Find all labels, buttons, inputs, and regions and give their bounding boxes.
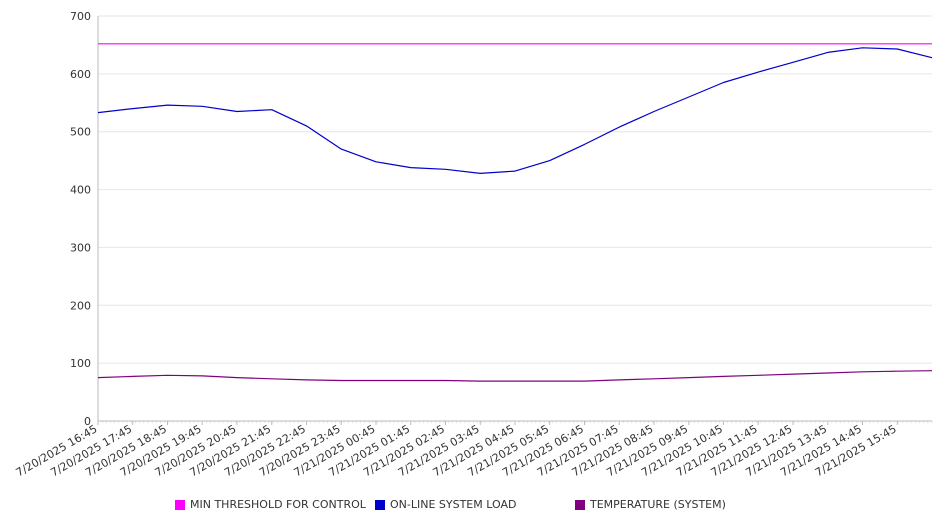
legend-item-min-threshold[interactable]: MIN THRESHOLD FOR CONTROL xyxy=(175,498,366,511)
legend-item-system-load[interactable]: ON-LINE SYSTEM LOAD xyxy=(375,498,516,511)
chart-legend: MIN THRESHOLD FOR CONTROL ON-LINE SYSTEM… xyxy=(0,498,946,516)
legend-swatch-system-load xyxy=(375,499,385,510)
grid-lines xyxy=(98,15,932,364)
line-chart: 0 100 200 300 400 500 600 700 7/20/2025 16:457/… xyxy=(14,10,933,479)
legend-swatch-temperature xyxy=(575,499,585,510)
legend-label-system-load: ON-LINE SYSTEM LOAD xyxy=(390,498,517,511)
y-tick-label-600: 600 xyxy=(70,68,91,81)
legend-swatch-min-threshold xyxy=(175,499,185,510)
y-tick-label-200: 200 xyxy=(70,299,91,312)
series-line-on-line-system-load xyxy=(97,47,933,174)
y-tick-label-100: 100 xyxy=(70,357,91,370)
y-tick-label-500: 500 xyxy=(70,126,91,139)
y-tick-label-300: 300 xyxy=(70,241,91,254)
legend-item-temperature[interactable]: TEMPERATURE (SYSTEM) xyxy=(575,498,726,511)
legend-label-min-threshold: MIN THRESHOLD FOR CONTROL xyxy=(190,498,366,511)
series-line-temperature-system xyxy=(97,370,933,382)
series-group xyxy=(97,43,933,382)
chart-axes xyxy=(97,16,932,422)
y-axis-ticks: 0 100 200 300 400 500 600 700 xyxy=(70,10,91,428)
y-tick-label-400: 400 xyxy=(70,184,91,197)
y-tick-label-700: 700 xyxy=(70,10,91,23)
y-tick-label-0: 0 xyxy=(84,415,91,428)
x-axis-ticks: 7/20/2025 16:457/20/2025 17:457/20/2025 … xyxy=(14,421,933,479)
legend-label-temperature: TEMPERATURE (SYSTEM) xyxy=(590,498,726,511)
